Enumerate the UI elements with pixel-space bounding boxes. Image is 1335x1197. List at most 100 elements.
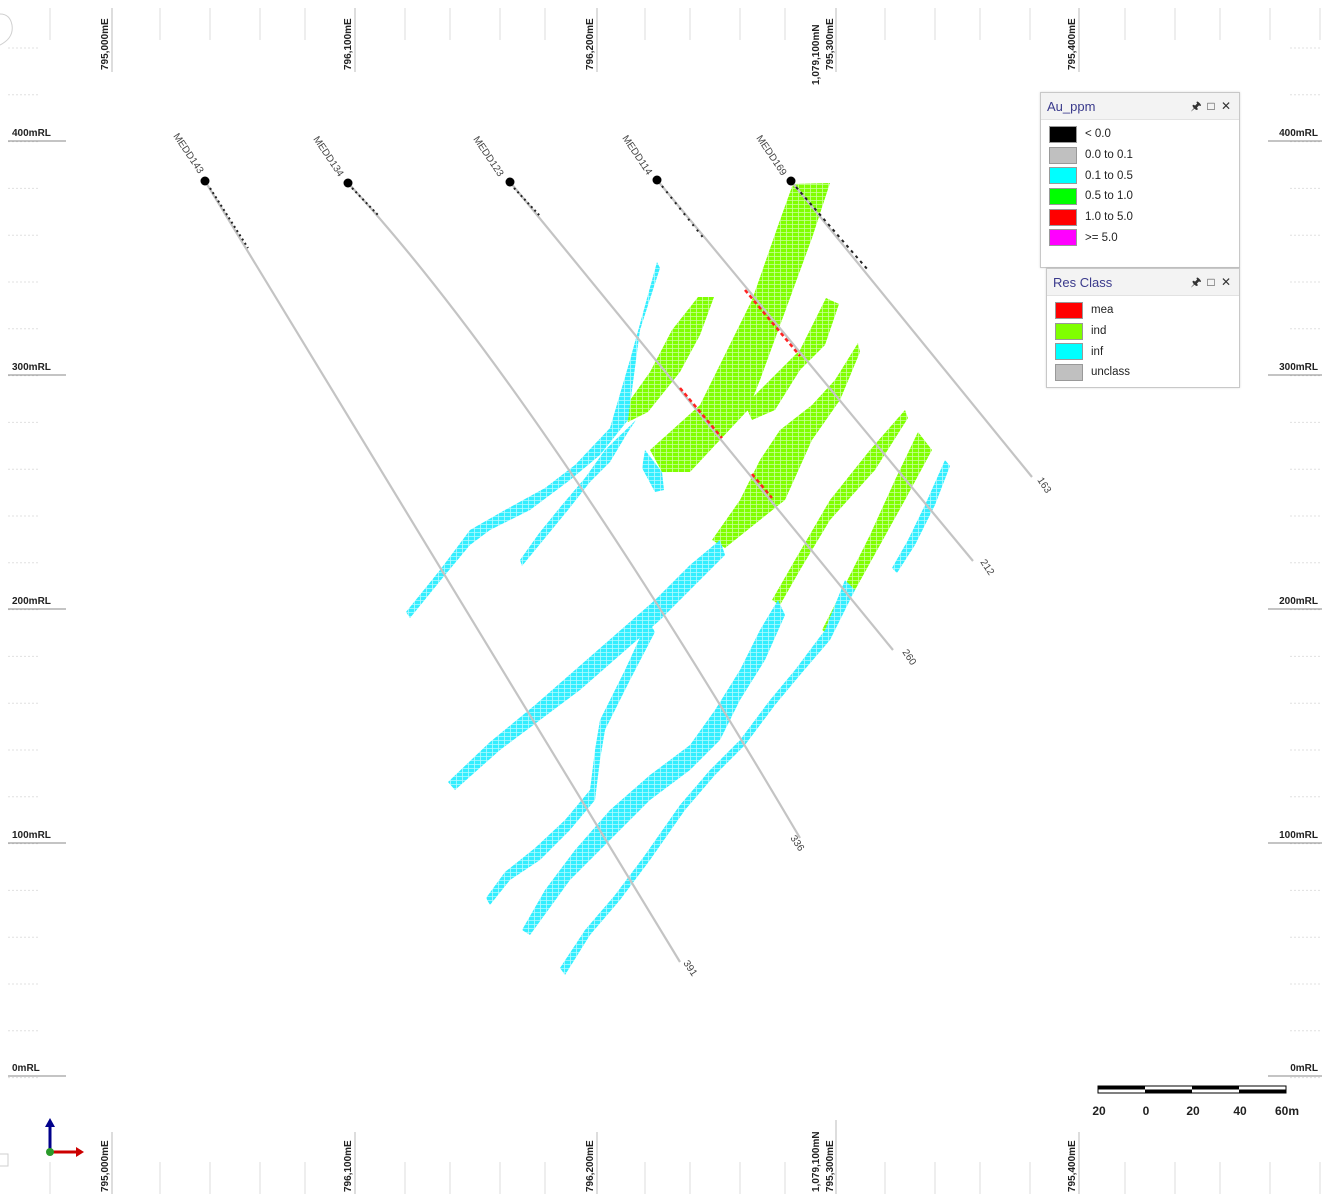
- block-model[interactable]: [406, 183, 950, 975]
- scale-label: 20: [1186, 1104, 1200, 1118]
- rl-label: 100mRL: [1279, 830, 1318, 841]
- rl-label: 300mRL: [12, 362, 51, 373]
- side-dash-marks: [8, 47, 1322, 1079]
- legend-swatch: [1049, 146, 1077, 164]
- close-icon[interactable]: ✕: [1220, 99, 1232, 113]
- scale-bar: 20 0 20 40 60m: [1092, 1085, 1299, 1118]
- legend-item[interactable]: 1.0 to 5.0: [1049, 207, 1233, 228]
- legend-au-title: Au_ppm: [1047, 98, 1096, 114]
- block-inf-lower-right: [560, 580, 855, 975]
- scale-label: 40: [1233, 1104, 1247, 1118]
- legend-swatch: [1049, 167, 1077, 185]
- legend-label: unclass: [1091, 366, 1130, 379]
- block-inf-main: [522, 600, 785, 935]
- legend-label: >= 5.0: [1085, 231, 1118, 244]
- rl-label: 0mRL: [12, 1063, 40, 1074]
- drillhole-name: MEDD114: [620, 134, 655, 178]
- block-ind-right-sliver: [745, 298, 839, 420]
- legend-res-class[interactable]: Res Class 🖈 □ ✕ mea ind inf unclass: [1046, 268, 1240, 388]
- legend-label: 0.1 to 0.5: [1085, 169, 1133, 182]
- drillhole-medd143[interactable]: MEDD143 391: [171, 132, 700, 979]
- block-ind-upper-left: [623, 297, 714, 422]
- northing-label: 1,079,100mN: [811, 24, 822, 85]
- legend-swatch: [1055, 363, 1083, 381]
- legend-label: ind: [1091, 325, 1107, 338]
- legend-swatch: [1055, 343, 1083, 361]
- legend-au-ppm[interactable]: Au_ppm 🖈 □ ✕ < 0.0 0.0 to 0.1 0.1 to 0.5 0.…: [1040, 92, 1240, 268]
- legend-swatch: [1055, 301, 1083, 319]
- drillhole-depth: 163: [1035, 476, 1054, 496]
- legend-label: 1.0 to 5.0: [1085, 211, 1133, 224]
- rl-label: 300mRL: [1279, 362, 1318, 373]
- scale-label: 20: [1092, 1104, 1106, 1118]
- easting-label: 795,300mE: [825, 18, 836, 70]
- easting-label: 796,100mE: [343, 1140, 354, 1192]
- legend-au-header: Au_ppm 🖈 □ ✕: [1041, 93, 1239, 120]
- block-inf-lower-left: [486, 620, 655, 905]
- legend-swatch: [1049, 187, 1077, 205]
- legend-swatch: [1049, 208, 1077, 226]
- legend-swatch: [1049, 229, 1077, 247]
- corner-box-shape: [0, 1153, 9, 1167]
- drillholes[interactable]: MEDD143 391 MEDD134 336 MEDD123 260 MEDD…: [171, 132, 1054, 979]
- drillhole-name: MEDD143: [171, 132, 206, 177]
- legend-swatch: [1049, 125, 1077, 143]
- edge-tick-marks: [49, 8, 1321, 1194]
- legend-label: 0.0 to 0.1: [1085, 149, 1133, 162]
- block-ind-lower-strip: [772, 410, 908, 605]
- drillhole-depth: 260: [900, 648, 919, 668]
- legend-item[interactable]: < 0.0: [1049, 124, 1233, 145]
- legend-au-body: < 0.0 0.0 to 0.1 0.1 to 0.5 0.5 to 1.0 1.0 t…: [1041, 120, 1239, 252]
- rl-labels-left: 400mRL 300mRL 200mRL 100mRL 0mRL: [8, 128, 66, 1077]
- pin-icon[interactable]: 🖈: [1190, 275, 1202, 289]
- rl-label: 200mRL: [1279, 596, 1318, 607]
- drillhole-depth: 391: [681, 959, 700, 979]
- drillhole-depth: 336: [788, 834, 807, 854]
- corner-arc-shape: [0, 13, 13, 46]
- legend-item[interactable]: 0.0 to 0.1: [1049, 145, 1233, 166]
- easting-label: 795,000mE: [100, 18, 111, 70]
- block-inf-upper-left: [406, 262, 660, 618]
- axis-triad-icon: [45, 1118, 84, 1157]
- close-icon[interactable]: ✕: [1220, 275, 1232, 289]
- legend-item[interactable]: inf: [1055, 341, 1233, 362]
- easting-label: 795,300mE: [825, 1140, 836, 1192]
- pin-icon[interactable]: 🖈: [1190, 99, 1202, 113]
- easting-label: 796,200mE: [585, 1140, 596, 1192]
- legend-item[interactable]: >= 5.0: [1049, 227, 1233, 248]
- rl-label: 0mRL: [1290, 1063, 1318, 1074]
- legend-swatch: [1055, 322, 1083, 340]
- block-ind-mid: [712, 343, 860, 548]
- drillhole-name: MEDD123: [471, 135, 506, 180]
- scale-label: 0: [1143, 1104, 1150, 1118]
- legend-label: < 0.0: [1085, 128, 1111, 141]
- legend-item[interactable]: unclass: [1055, 362, 1233, 383]
- rl-label: 400mRL: [1279, 128, 1318, 139]
- rl-labels-right: 400mRL 300mRL 200mRL 100mRL 0mRL: [1268, 128, 1322, 1077]
- block-inf-green-toe: [642, 450, 664, 492]
- easting-labels-top: 795,000mE 796,100mE 796,200mE 1,079,100m…: [100, 8, 1080, 85]
- rl-label: 200mRL: [12, 596, 51, 607]
- legend-item[interactable]: 0.1 to 0.5: [1049, 165, 1233, 186]
- scale-label: 60m: [1275, 1104, 1299, 1118]
- block-ind-right-lens: [822, 432, 932, 635]
- northing-label: 1,079,100mN: [811, 1131, 822, 1192]
- legend-item[interactable]: mea: [1055, 300, 1233, 321]
- legend-item[interactable]: ind: [1055, 321, 1233, 342]
- drillhole-name: MEDD134: [311, 135, 346, 180]
- easting-label: 796,200mE: [585, 18, 596, 70]
- drillhole-depth: 212: [978, 558, 997, 578]
- rl-label: 400mRL: [12, 128, 51, 139]
- legend-label: mea: [1091, 304, 1114, 317]
- maximize-icon[interactable]: □: [1207, 99, 1215, 113]
- easting-label: 795,000mE: [100, 1140, 111, 1192]
- maximize-icon[interactable]: □: [1207, 275, 1215, 289]
- easting-label: 796,100mE: [343, 18, 354, 70]
- rl-label: 100mRL: [12, 830, 51, 841]
- block-inf-far-right: [892, 460, 950, 573]
- easting-labels-bottom: 795,000mE 796,100mE 796,200mE 1,079,100m…: [100, 1120, 1080, 1194]
- legend-item[interactable]: 0.5 to 1.0: [1049, 186, 1233, 207]
- drillhole-name: MEDD169: [754, 134, 789, 179]
- easting-label: 795,400mE: [1067, 18, 1078, 70]
